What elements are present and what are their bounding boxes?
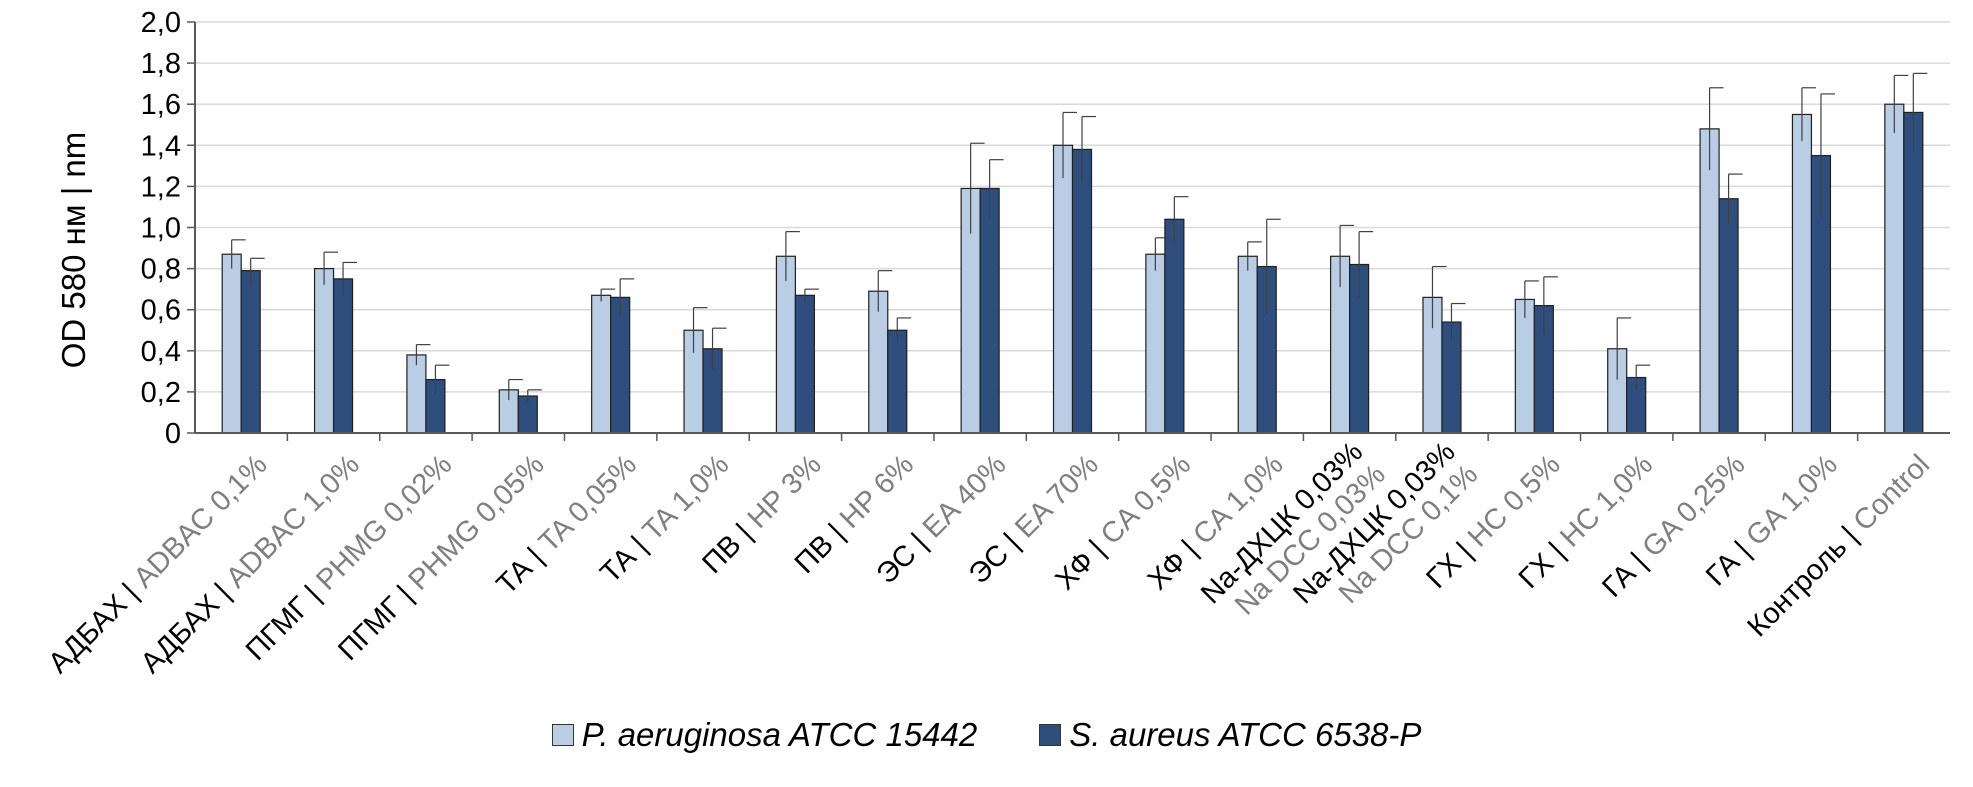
y-tick-label: 1,0 bbox=[141, 213, 181, 245]
bars bbox=[221, 103, 1924, 434]
legend: P. aeruginosa ATCC 15442 S. aureus ATCC … bbox=[0, 716, 1973, 754]
bar-s-aureus bbox=[1718, 198, 1739, 434]
x-tick-label-en: HP 3% bbox=[736, 449, 828, 541]
y-tick-label: 1,4 bbox=[141, 130, 181, 162]
bar-s-aureus bbox=[887, 329, 908, 434]
y-tick-label: 0 bbox=[165, 418, 181, 450]
y-tick-label: 2,0 bbox=[141, 7, 181, 39]
error-bars bbox=[231, 72, 1928, 403]
y-tick-label: 0,4 bbox=[141, 336, 181, 368]
bar-p-aeruginosa bbox=[591, 294, 612, 434]
bar-s-aureus bbox=[1903, 111, 1924, 434]
x-tick-label-ru: ПГМГ | bbox=[332, 580, 419, 667]
legend-item-series-2: S. aureus ATCC 6538-P bbox=[1039, 716, 1421, 754]
bar-p-aeruginosa bbox=[1791, 113, 1813, 434]
y-tick-label: 1,2 bbox=[141, 171, 181, 203]
x-tick-labels: АДБАХ | ADBAC 0,1%АДБАХ | ADBAC 1,0%ПГМГ… bbox=[42, 436, 1936, 680]
legend-label-series-2: S. aureus ATCC 6538-P bbox=[1069, 716, 1422, 753]
bar-chart: 0 0,2 0,4 0,6 0,8 1,0 1,2 1,4 1,6 1,8 2,0 АДБАХ | … bbox=[42, 7, 1950, 680]
axes bbox=[194, 22, 1950, 441]
bar-p-aeruginosa bbox=[1514, 298, 1535, 434]
bar-s-aureus bbox=[794, 294, 815, 434]
bar-s-aureus bbox=[1164, 218, 1185, 434]
bar-p-aeruginosa bbox=[1145, 253, 1166, 434]
bar-p-aeruginosa bbox=[406, 354, 427, 434]
bar-p-aeruginosa bbox=[221, 253, 242, 434]
legend-label-series-1: P. aeruginosa ATCC 15442 bbox=[581, 716, 978, 753]
bar-p-aeruginosa bbox=[1237, 255, 1258, 434]
bar-s-aureus bbox=[1071, 148, 1093, 434]
x-tick-label-ru: ПГМГ | bbox=[240, 580, 327, 667]
bar-s-aureus bbox=[610, 296, 631, 434]
y-tick-label: 0,8 bbox=[141, 254, 181, 286]
bar-p-aeruginosa bbox=[313, 268, 335, 434]
bar-p-aeruginosa bbox=[775, 255, 796, 434]
legend-swatch-series-2 bbox=[1039, 724, 1062, 746]
legend-swatch-series-1 bbox=[551, 724, 574, 746]
legend-item-series-1: P. aeruginosa ATCC 15442 bbox=[551, 716, 978, 754]
x-tick-label-en: HP 6% bbox=[828, 449, 920, 541]
bar-s-aureus bbox=[332, 278, 354, 434]
x-tick-label-ru: АДБАХ | bbox=[42, 577, 144, 679]
y-tick-label: 1,6 bbox=[141, 89, 181, 121]
x-tick-label-en: Control bbox=[1842, 449, 1936, 543]
bar-p-aeruginosa bbox=[868, 290, 889, 434]
y-tick-label: 0,2 bbox=[141, 377, 181, 409]
bar-p-aeruginosa bbox=[1699, 128, 1720, 434]
x-label-group: Контроль | Control bbox=[1742, 449, 1937, 644]
bar-p-aeruginosa bbox=[1052, 144, 1074, 434]
bar-s-aureus bbox=[240, 270, 261, 434]
y-tick-label: 1,8 bbox=[141, 48, 181, 80]
y-tick-labels: 0 0,2 0,4 0,6 0,8 1,0 1,2 1,4 1,6 1,8 2,0 bbox=[141, 7, 181, 450]
bar-p-aeruginosa bbox=[1884, 103, 1905, 434]
bar-s-aureus bbox=[979, 187, 1000, 434]
x-tick-label: Контроль | Control bbox=[1742, 449, 1937, 644]
y-tick-label: 0,6 bbox=[141, 295, 181, 327]
y-axis-label: OD 580 нм | nm bbox=[55, 132, 92, 369]
